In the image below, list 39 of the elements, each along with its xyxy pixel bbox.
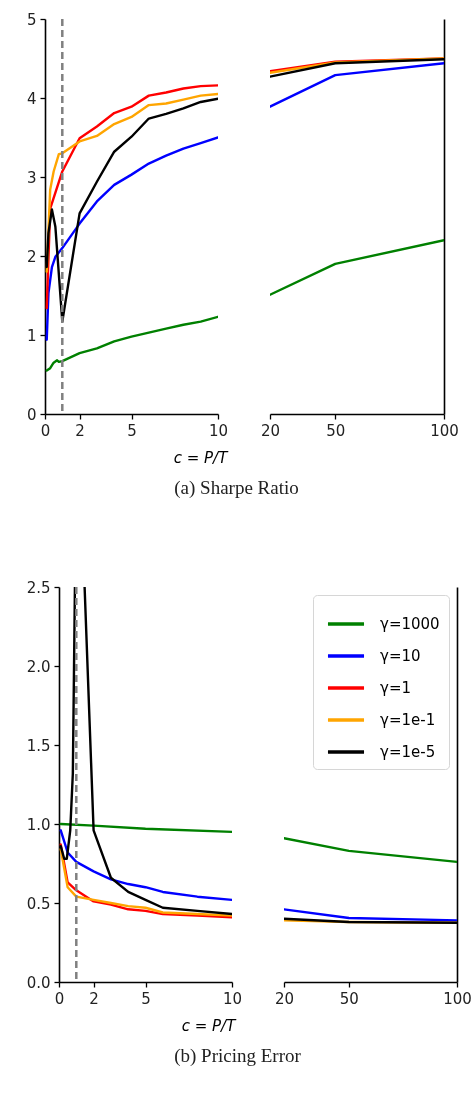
y-tick-label: 5: [26, 10, 37, 29]
x-axis-title: c = P/T: [173, 448, 230, 467]
y-tick-label: 0: [26, 405, 37, 424]
x-tick-label: 0: [54, 989, 65, 1008]
line-series: [59, 829, 232, 902]
text: (b) Pricing Error: [174, 1045, 302, 1067]
line-series: [45, 92, 218, 273]
x-tick-label: 50: [326, 421, 346, 440]
y-tick-label: 1: [26, 326, 37, 345]
y-tick-label: 2.5: [26, 578, 51, 597]
x-tick-label: 5: [141, 989, 151, 1008]
y-tick-label: 0.5: [26, 894, 51, 913]
x-tick-label: 10: [222, 989, 243, 1008]
y-tick-label: 0.0: [26, 973, 51, 992]
y-tick-label: 2.0: [26, 657, 51, 676]
x-tick-label: 2: [75, 421, 85, 440]
x-tick-label: 100: [430, 421, 459, 440]
legend-label: γ=1000: [380, 615, 440, 633]
y-tick-label: 3: [26, 168, 37, 187]
y-tick-label: 1.0: [26, 815, 51, 834]
legend-label: γ=1: [380, 679, 411, 697]
y-tick-label: 1.5: [26, 736, 51, 755]
legend-label: γ=1e-5: [380, 743, 436, 761]
legend-label: γ=10: [380, 647, 421, 665]
line-series: [59, 822, 232, 834]
line-series: [45, 136, 218, 341]
x-tick-label: 20: [260, 421, 281, 440]
y-tick-label: 2: [26, 247, 37, 266]
y-tick-label: 4: [26, 89, 37, 108]
x-tick-label: 10: [208, 421, 229, 440]
legend-label: γ=1e-1: [380, 711, 436, 729]
text: (a) Sharpe Ratio: [174, 477, 299, 499]
x-tick-label: 100: [443, 989, 472, 1008]
x-tick-label: 50: [339, 989, 359, 1008]
x-tick-label: 20: [274, 989, 295, 1008]
x-axis-title: c = P/T: [181, 1016, 238, 1035]
x-tick-label: 5: [127, 421, 137, 440]
line-series: [45, 315, 218, 372]
x-tick-label: 2: [89, 989, 99, 1008]
